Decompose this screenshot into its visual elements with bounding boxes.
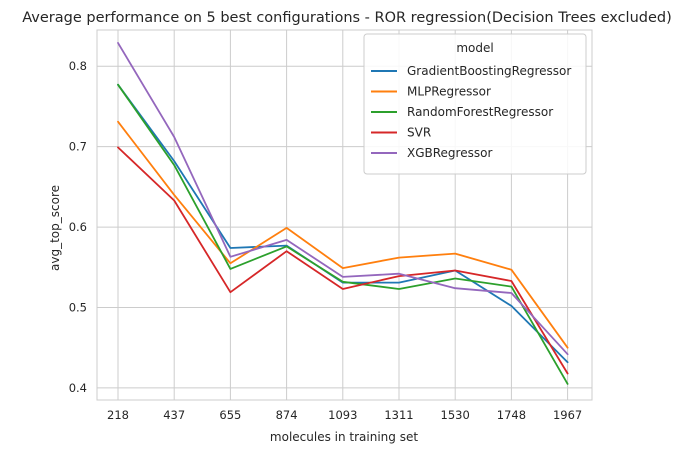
x-tick-label: 1093 <box>328 408 357 422</box>
x-tick-label: 1748 <box>497 408 526 422</box>
legend-label: GradientBoostingRegressor <box>407 64 571 78</box>
legend-label: MLPRegressor <box>407 85 491 99</box>
y-axis-label: avg_top_score <box>48 185 62 271</box>
y-tick-label: 0.6 <box>69 220 87 234</box>
y-tick-label: 0.7 <box>69 140 87 154</box>
x-tick-label: 655 <box>219 408 241 422</box>
legend-items: GradientBoostingRegressor MLPRegressor Ran… <box>371 64 571 160</box>
series-line <box>117 120 569 349</box>
y-tick-label: 0.5 <box>69 301 87 315</box>
series-line <box>117 83 569 385</box>
legend-label: XGBRegressor <box>407 146 492 160</box>
legend-title: model <box>456 41 493 55</box>
legend-box <box>363 33 587 175</box>
series-line <box>117 42 569 356</box>
x-tick-label: 1311 <box>384 408 413 422</box>
legend-label: SVR <box>407 126 431 140</box>
x-axis-label: molecules in training set <box>270 430 418 444</box>
x-tick-label: 437 <box>163 408 185 422</box>
x-tick-label: 874 <box>276 408 298 422</box>
chart-title: Average performance on 5 best configurat… <box>22 10 672 26</box>
x-tick-label: 1967 <box>553 408 582 422</box>
legend: model GradientBoostingRegressor MLPRegres… <box>363 33 587 175</box>
series-lines <box>117 42 569 385</box>
legend-label: RandomForestRegressor <box>407 105 553 119</box>
x-tick-label: 218 <box>107 408 129 422</box>
plot-frame <box>96 29 593 401</box>
series-line <box>117 146 569 375</box>
y-tick-label: 0.4 <box>69 381 87 395</box>
y-tick-label: 0.8 <box>69 59 87 73</box>
x-tick-label: 1530 <box>441 408 470 422</box>
tick-labels: 218 437 655 874 1093 1311 1530 1748 1967 0.4 0.5 0.… <box>69 59 583 422</box>
